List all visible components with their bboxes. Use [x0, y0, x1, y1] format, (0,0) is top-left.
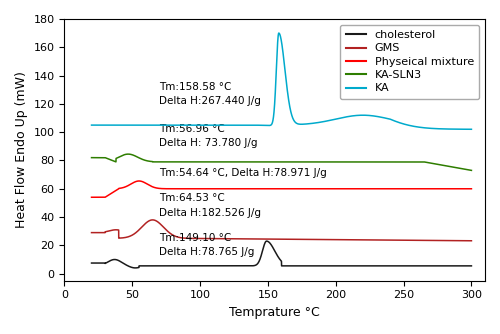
- cholesterol: [158, 264, 164, 268]
- KA: [336, 117, 342, 121]
- Line: GMS: GMS: [92, 220, 472, 241]
- Physeical mixture: [336, 187, 342, 191]
- KA-SLN3: [372, 160, 378, 164]
- KA: [158, 123, 164, 127]
- cholesterol: [132, 266, 138, 270]
- Text: Delta H:182.526 J/g: Delta H:182.526 J/g: [160, 208, 262, 218]
- GMS: [372, 238, 378, 242]
- Physeical mixture: [88, 195, 94, 199]
- Text: Tm:56.96 °C: Tm:56.96 °C: [160, 124, 225, 134]
- cholesterol: [316, 264, 322, 268]
- Text: Tm:158.58 °C: Tm:158.58 °C: [160, 82, 232, 92]
- KA: [401, 122, 407, 126]
- Physeical mixture: [136, 179, 142, 183]
- KA-SLN3: [88, 156, 94, 160]
- cholesterol: [401, 264, 407, 268]
- KA: [276, 31, 282, 35]
- KA-SLN3: [401, 160, 407, 164]
- Line: KA: KA: [92, 33, 472, 129]
- Line: cholesterol: cholesterol: [92, 241, 472, 268]
- cholesterol: [88, 261, 94, 265]
- KA-SLN3: [158, 160, 164, 164]
- Y-axis label: Heat Flow Endo Up (mW): Heat Flow Endo Up (mW): [15, 71, 28, 228]
- Physeical mixture: [468, 187, 474, 191]
- Legend: cholesterol, GMS, Physeical mixture, KA-SLN3, KA: cholesterol, GMS, Physeical mixture, KA-…: [340, 25, 479, 99]
- cholesterol: [234, 264, 240, 268]
- cholesterol: [336, 264, 342, 268]
- Text: Tm:54.64 °C, Delta H:78.971 J/g: Tm:54.64 °C, Delta H:78.971 J/g: [160, 168, 327, 178]
- KA-SLN3: [468, 168, 474, 172]
- KA: [372, 114, 378, 118]
- KA-SLN3: [125, 152, 131, 156]
- X-axis label: Temprature °C: Temprature °C: [230, 306, 320, 319]
- Physeical mixture: [372, 187, 378, 191]
- Physeical mixture: [401, 187, 407, 191]
- cholesterol: [468, 264, 474, 268]
- cholesterol: [372, 264, 378, 268]
- GMS: [158, 222, 164, 226]
- KA: [88, 123, 94, 127]
- KA-SLN3: [234, 160, 240, 164]
- KA-SLN3: [316, 160, 322, 164]
- GMS: [468, 239, 474, 243]
- GMS: [316, 237, 322, 241]
- Physeical mixture: [158, 186, 164, 190]
- Text: Tm:64.53 °C: Tm:64.53 °C: [160, 193, 225, 203]
- Line: KA-SLN3: KA-SLN3: [92, 154, 472, 170]
- Physeical mixture: [234, 187, 240, 191]
- KA: [316, 120, 322, 124]
- KA: [234, 123, 239, 127]
- GMS: [336, 238, 342, 242]
- GMS: [234, 237, 240, 241]
- KA: [468, 127, 474, 131]
- Text: Delta H: 73.780 J/g: Delta H: 73.780 J/g: [160, 138, 258, 148]
- cholesterol: [264, 239, 270, 243]
- GMS: [88, 230, 94, 234]
- Text: Delta H:267.440 J/g: Delta H:267.440 J/g: [160, 96, 262, 106]
- GMS: [150, 218, 156, 222]
- Text: Tm:149.10 °C: Tm:149.10 °C: [160, 233, 232, 243]
- Text: Delta H:78.765 J/g: Delta H:78.765 J/g: [160, 247, 255, 257]
- Line: Physeical mixture: Physeical mixture: [92, 181, 472, 197]
- KA-SLN3: [336, 160, 342, 164]
- Physeical mixture: [316, 187, 322, 191]
- GMS: [401, 238, 407, 242]
